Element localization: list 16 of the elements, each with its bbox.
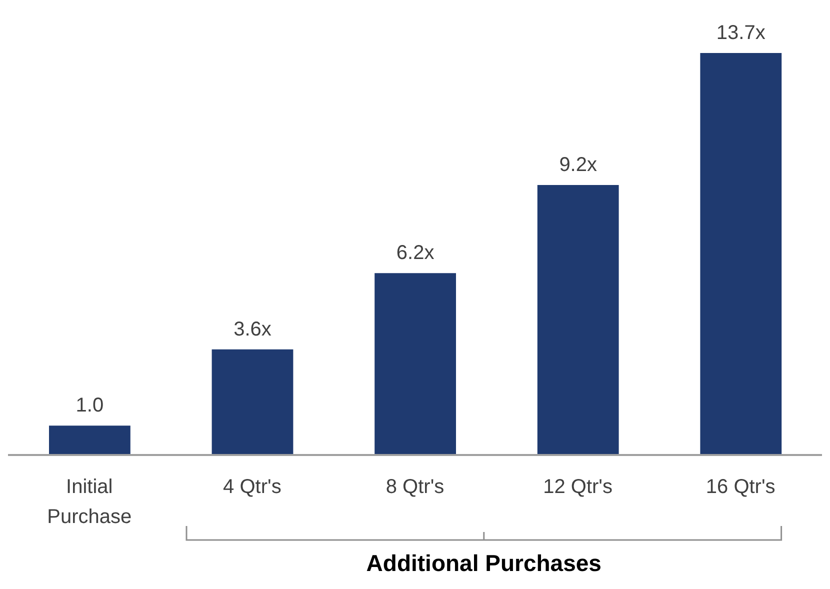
text: Additional Purchases [365,550,602,577]
bar [212,349,294,455]
data-label: 9.2x [559,154,598,176]
data-label: 13.7x [716,22,766,44]
bar [537,185,619,455]
data-label: 3.6x [234,318,272,340]
bar [700,53,782,455]
x-tick-label: 8 Qtr's [386,476,444,498]
x-tick-label: Initial Purchase [47,476,132,528]
x-tick-label: 16 Qtr's [706,476,776,498]
bar [374,273,456,455]
x-tick-label: 4 Qtr's [223,476,282,498]
bar [49,426,130,455]
data-label: 1.0 [76,394,104,417]
x-tick-label: 12 Qtr's [543,476,613,498]
data-label: 6.2x [396,242,434,264]
